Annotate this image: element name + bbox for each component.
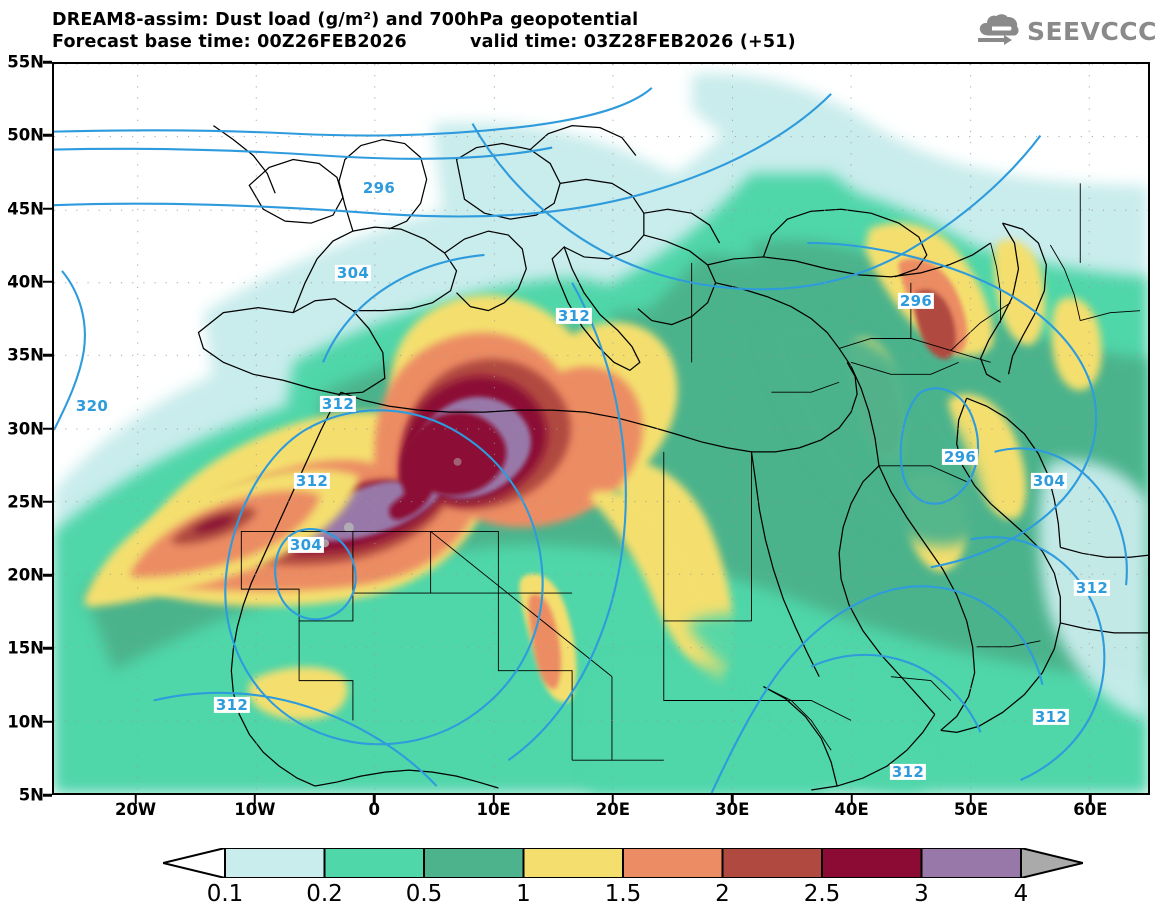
x-axis-tick xyxy=(1089,795,1092,804)
contour-label: 312 xyxy=(555,306,593,325)
colorbar-tick-label: 1 xyxy=(516,881,531,907)
contour-label: 312 xyxy=(1032,707,1070,726)
dust-plume-chad xyxy=(519,573,577,703)
colorbar-tick-label: 0.5 xyxy=(405,881,443,907)
x-axis-tick xyxy=(372,795,376,804)
x-axis-tick xyxy=(731,795,734,804)
x-axis-tick xyxy=(969,795,973,804)
y-axis-label: 40N xyxy=(7,272,44,292)
y-axis-label: 55N xyxy=(7,52,44,72)
x-axis-label: 20W xyxy=(114,800,157,819)
y-axis-tick xyxy=(43,720,52,723)
colorbar-tick-label: 0.1 xyxy=(206,881,244,907)
x-axis-tick xyxy=(611,795,615,804)
contour-label: 296 xyxy=(941,447,979,466)
colorbar-swatches xyxy=(163,848,1083,878)
colorbar-cell xyxy=(821,848,923,878)
y-axis-tick xyxy=(43,647,52,650)
y-axis-label: 25N xyxy=(7,492,44,512)
colorbar-cell xyxy=(721,848,823,878)
cloud-arrow-icon xyxy=(977,14,1019,45)
contour-label: 312 xyxy=(293,471,331,490)
contour-label: 320 xyxy=(73,396,111,415)
colorbar-cell xyxy=(522,848,624,878)
colorbar-tick-label: 2 xyxy=(715,881,730,907)
x-axis-label: 40E xyxy=(834,800,869,819)
contour-label: 304 xyxy=(334,263,372,282)
title-valid-time: valid time: 03Z28FEB2026 (+51) xyxy=(470,32,796,52)
geopotential-contours xyxy=(54,87,1128,793)
x-axis-label: 10W xyxy=(234,800,276,819)
title-base-time: Forecast base time: 00Z26FEB2026 xyxy=(52,32,407,52)
country-borders-layer xyxy=(240,183,1141,761)
contour-label: 312 xyxy=(1073,578,1111,597)
x-axis-tick xyxy=(492,795,495,804)
x-axis-tick xyxy=(134,795,137,804)
colorbar-cell xyxy=(423,848,525,878)
colorbar-tick-label: 4 xyxy=(1013,881,1029,907)
colorbar-cell xyxy=(920,848,1022,878)
y-axis-tick xyxy=(43,500,52,504)
x-axis-tick xyxy=(850,795,853,804)
map-plot-area: 296 304 312 312 320 312 304 312 296 296 304 312 312 3… xyxy=(52,62,1150,795)
y-axis-tick xyxy=(43,134,52,137)
y-axis-label: 15N xyxy=(7,638,44,658)
logo-text: SEEVCCC xyxy=(1026,16,1157,46)
contour-label: 312 xyxy=(213,695,251,714)
x-axis-label: 10E xyxy=(476,800,511,819)
grid-lines xyxy=(54,64,1148,793)
y-axis-label: 5N xyxy=(18,785,44,805)
seevccc-logo: SEEVCCC xyxy=(974,12,1157,50)
contour-label: 296 xyxy=(360,178,398,197)
y-axis-label: 35N xyxy=(7,345,44,365)
colorbar-tick-label: 1.5 xyxy=(604,881,642,907)
y-axis-label: 50N xyxy=(7,125,44,145)
y-axis-label: 45N xyxy=(7,199,44,219)
y-axis-tick xyxy=(43,427,52,430)
y-axis-label: 30N xyxy=(7,419,44,438)
y-axis-tick xyxy=(43,353,52,357)
x-axis-tick xyxy=(253,795,257,804)
colorbar-cell xyxy=(323,848,425,878)
contour-label: 304 xyxy=(287,535,325,554)
x-axis-label: 50E xyxy=(953,800,989,819)
contour-label: 312 xyxy=(319,394,357,413)
colorbar-tick-label: 3 xyxy=(914,881,929,907)
title-line-1: DREAM8-assim: Dust load (g/m²) and 700hP… xyxy=(52,10,639,30)
colorbar: 0.1 0.2 0.5 1 1.5 2 2.5 3 4 xyxy=(0,843,1165,907)
y-axis-tick xyxy=(43,280,52,284)
contour-label: 312 xyxy=(889,762,927,781)
y-axis-tick xyxy=(43,60,52,64)
chart-header: DREAM8-assim: Dust load (g/m²) and 700hP… xyxy=(0,0,1165,58)
colorbar-arrow-min xyxy=(163,848,226,878)
dust-plume-canary xyxy=(83,469,359,608)
contour-label: 304 xyxy=(1030,471,1068,490)
map-canvas xyxy=(54,64,1148,793)
colorbar-cell xyxy=(224,848,326,878)
colorbar-tick-label: 2.5 xyxy=(803,881,841,907)
y-axis-label: 20N xyxy=(7,565,44,585)
y-axis-label: 10N xyxy=(7,712,44,732)
y-axis-tick xyxy=(43,207,52,210)
colorbar-cell xyxy=(622,848,724,878)
contour-label: 296 xyxy=(897,291,935,310)
x-axis-label: 20E xyxy=(595,800,631,819)
y-axis-tick xyxy=(43,573,52,577)
colorbar-tick-label: 0.2 xyxy=(306,881,343,907)
x-axis-label: 30E xyxy=(715,800,750,819)
y-axis-tick xyxy=(43,793,52,797)
colorbar-arrow-max xyxy=(1020,848,1083,878)
x-axis-label: 60E xyxy=(1073,800,1108,819)
x-axis-label: 0 xyxy=(368,800,380,819)
